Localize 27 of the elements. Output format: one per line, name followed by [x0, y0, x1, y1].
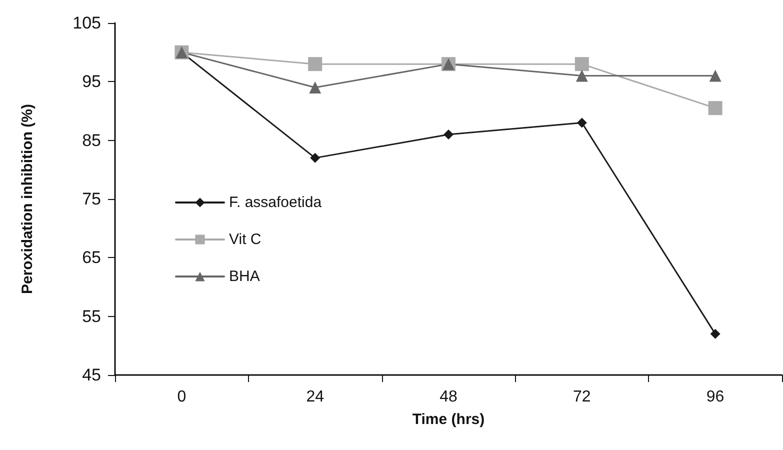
y-tick-label: 75: [82, 190, 101, 208]
point: [574, 57, 589, 72]
point: [444, 129, 454, 140]
y-tick-label: 85: [82, 130, 101, 150]
y-tick-label: 45: [82, 366, 101, 384]
point: [308, 57, 322, 72]
legend-label: Vit C: [229, 231, 262, 248]
legend-label: F. assafoetida: [229, 194, 322, 211]
point: [576, 70, 588, 82]
y-tick-label: 55: [82, 306, 101, 326]
y-tick-label: 65: [82, 248, 101, 268]
x-tick-label: 24: [306, 388, 324, 406]
x-tick-label: 0: [177, 388, 186, 406]
x-tick-label: 96: [706, 388, 724, 406]
legend-label: BHA: [229, 268, 260, 285]
point: [309, 82, 322, 94]
point: [576, 118, 587, 128]
y-tick-label: 95: [82, 72, 101, 92]
point: [710, 328, 720, 339]
point: [708, 101, 722, 116]
point: [310, 152, 320, 163]
y-axis-title: Peroxidation inhibition (%): [19, 104, 36, 294]
y-tick-label: 105: [72, 14, 101, 32]
x-axis-title: Time (hrs): [412, 411, 485, 428]
point: [709, 70, 722, 82]
x-tick-label: 72: [573, 388, 591, 406]
x-tick-label: 48: [440, 388, 458, 406]
